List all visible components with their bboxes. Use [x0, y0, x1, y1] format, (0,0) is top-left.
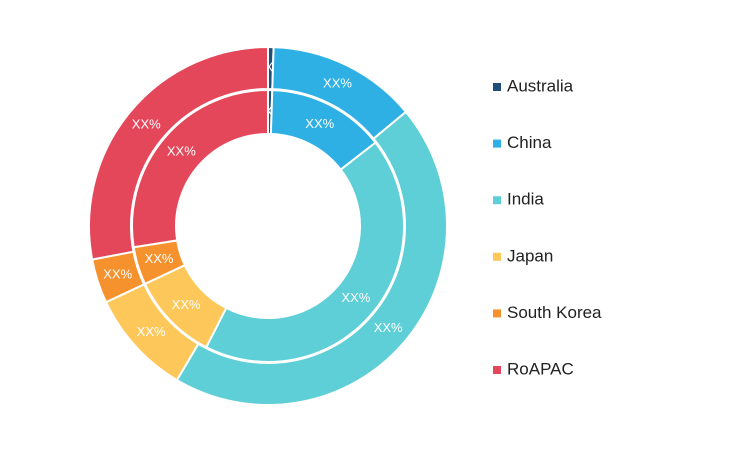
data-label: XX%	[167, 143, 196, 158]
donut-segment	[204, 141, 405, 363]
data-label: XX%	[323, 76, 352, 91]
legend-swatch	[493, 309, 501, 318]
donut-segment	[88, 45, 269, 261]
legend-swatch	[493, 196, 501, 205]
legend-swatch	[493, 139, 501, 148]
legend-label: RoAPAC	[507, 359, 574, 378]
legend-label: India	[507, 190, 544, 209]
legend-label: Japan	[507, 246, 553, 265]
legend-swatch	[493, 252, 501, 261]
data-label: XX%	[341, 290, 370, 305]
data-label: XX%	[103, 266, 132, 281]
legend-swatch	[493, 83, 501, 91]
legend-label: South Korea	[507, 303, 602, 322]
legend-label: China	[507, 133, 552, 152]
donut-segment	[131, 88, 269, 249]
data-label: XX%	[145, 251, 174, 266]
data-label: XX%	[172, 297, 201, 312]
donut-segment	[175, 110, 448, 406]
data-label: XX%	[305, 116, 334, 131]
data-label: XX%	[132, 117, 161, 132]
legend-swatch	[493, 366, 501, 374]
data-label: XX%	[137, 324, 166, 339]
data-label: XX%	[374, 320, 403, 335]
legend-label: Australia	[507, 76, 574, 95]
